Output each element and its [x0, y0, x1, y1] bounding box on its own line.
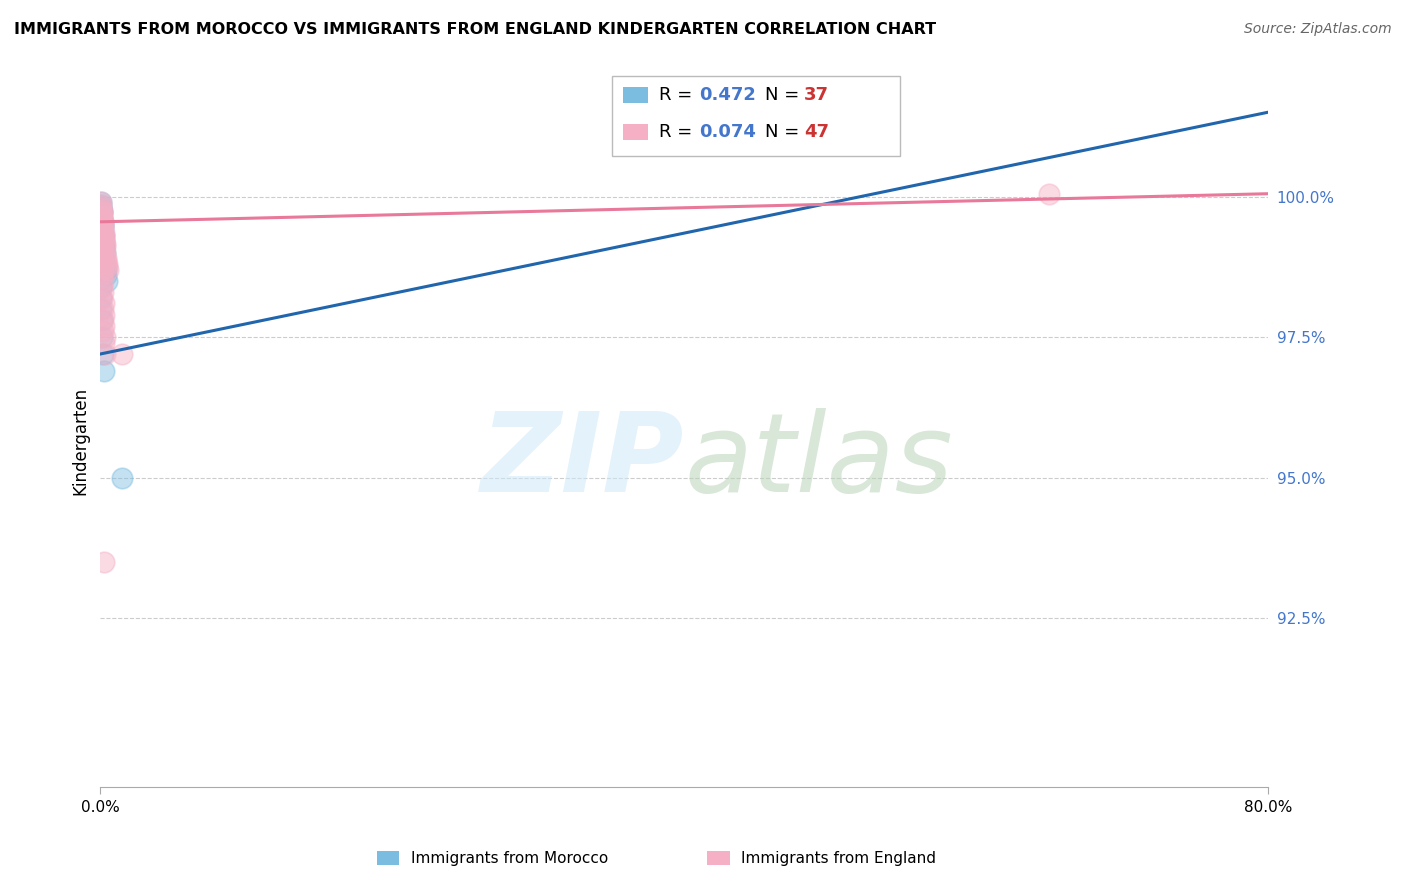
Text: Source: ZipAtlas.com: Source: ZipAtlas.com	[1244, 22, 1392, 37]
Point	[93, 228, 115, 243]
Point	[90, 228, 112, 243]
Point	[91, 235, 114, 249]
Point	[91, 301, 114, 316]
Point	[96, 274, 118, 288]
Point	[93, 364, 115, 378]
Point	[96, 260, 118, 274]
Point	[90, 313, 112, 327]
Point	[94, 330, 117, 344]
Point	[91, 313, 114, 327]
Text: ZIP: ZIP	[481, 409, 685, 516]
Point	[93, 325, 115, 339]
Text: R =: R =	[659, 87, 699, 104]
Point	[91, 347, 114, 361]
Point	[91, 218, 114, 232]
Point	[96, 268, 118, 283]
Point	[90, 203, 112, 218]
Point	[91, 218, 114, 232]
Point	[93, 237, 115, 252]
Point	[93, 235, 115, 249]
Point	[93, 335, 115, 350]
Point	[91, 262, 114, 277]
Point	[96, 254, 118, 268]
Point	[93, 232, 115, 246]
Text: 47: 47	[804, 123, 830, 141]
Point	[90, 301, 112, 316]
Point	[91, 291, 114, 305]
Point	[91, 209, 114, 223]
Point	[90, 330, 112, 344]
Text: N =: N =	[765, 87, 804, 104]
Point	[111, 471, 134, 485]
Point	[90, 240, 112, 254]
Point	[94, 245, 117, 260]
Text: IMMIGRANTS FROM MOROCCO VS IMMIGRANTS FROM ENGLAND KINDERGARTEN CORRELATION CHAR: IMMIGRANTS FROM MOROCCO VS IMMIGRANTS FR…	[14, 22, 936, 37]
Point	[90, 206, 112, 220]
Point	[91, 285, 114, 299]
Point	[93, 228, 115, 243]
Point	[90, 195, 112, 210]
Point	[91, 252, 114, 266]
Point	[90, 268, 112, 283]
Point	[91, 223, 114, 237]
Point	[91, 279, 114, 293]
Point	[91, 212, 114, 227]
Point	[94, 245, 117, 260]
Point	[91, 262, 114, 277]
Point	[93, 226, 115, 240]
Point	[90, 206, 112, 220]
Point	[94, 347, 117, 361]
Point	[111, 347, 134, 361]
Point	[94, 252, 117, 266]
Point	[90, 223, 112, 237]
Point	[94, 257, 117, 271]
Point	[94, 240, 117, 254]
Point	[91, 252, 114, 266]
Point	[90, 291, 112, 305]
Text: atlas: atlas	[685, 409, 953, 516]
Point	[90, 198, 112, 212]
Text: 37: 37	[804, 87, 830, 104]
Text: Immigrants from England: Immigrants from England	[741, 851, 936, 865]
Point	[90, 257, 112, 271]
Y-axis label: Kindergarten: Kindergarten	[72, 387, 89, 495]
Point	[91, 215, 114, 229]
Point	[93, 555, 115, 569]
Point	[90, 212, 112, 227]
Point	[91, 245, 114, 260]
Text: N =: N =	[765, 123, 804, 141]
Point	[90, 203, 112, 218]
Point	[90, 206, 112, 220]
Point	[93, 240, 115, 254]
Text: R =: R =	[659, 123, 699, 141]
Point	[90, 245, 112, 260]
Point	[90, 279, 112, 293]
Point	[90, 218, 112, 232]
Text: Immigrants from Morocco: Immigrants from Morocco	[411, 851, 607, 865]
Point	[91, 215, 114, 229]
Point	[93, 235, 115, 249]
Point	[91, 240, 114, 254]
Point	[93, 308, 115, 322]
Point	[93, 318, 115, 333]
Point	[90, 215, 112, 229]
Point	[1038, 186, 1060, 201]
Point	[90, 209, 112, 223]
Point	[93, 296, 115, 310]
Point	[97, 262, 120, 277]
Text: 0.074: 0.074	[699, 123, 755, 141]
Point	[90, 228, 112, 243]
Point	[91, 220, 114, 235]
Point	[90, 218, 112, 232]
Point	[94, 262, 117, 277]
Text: 0.472: 0.472	[699, 87, 755, 104]
Point	[91, 274, 114, 288]
Point	[90, 198, 112, 212]
Point	[91, 220, 114, 235]
Point	[90, 201, 112, 215]
Point	[90, 195, 112, 210]
Point	[91, 212, 114, 227]
Point	[96, 257, 118, 271]
Point	[90, 201, 112, 215]
